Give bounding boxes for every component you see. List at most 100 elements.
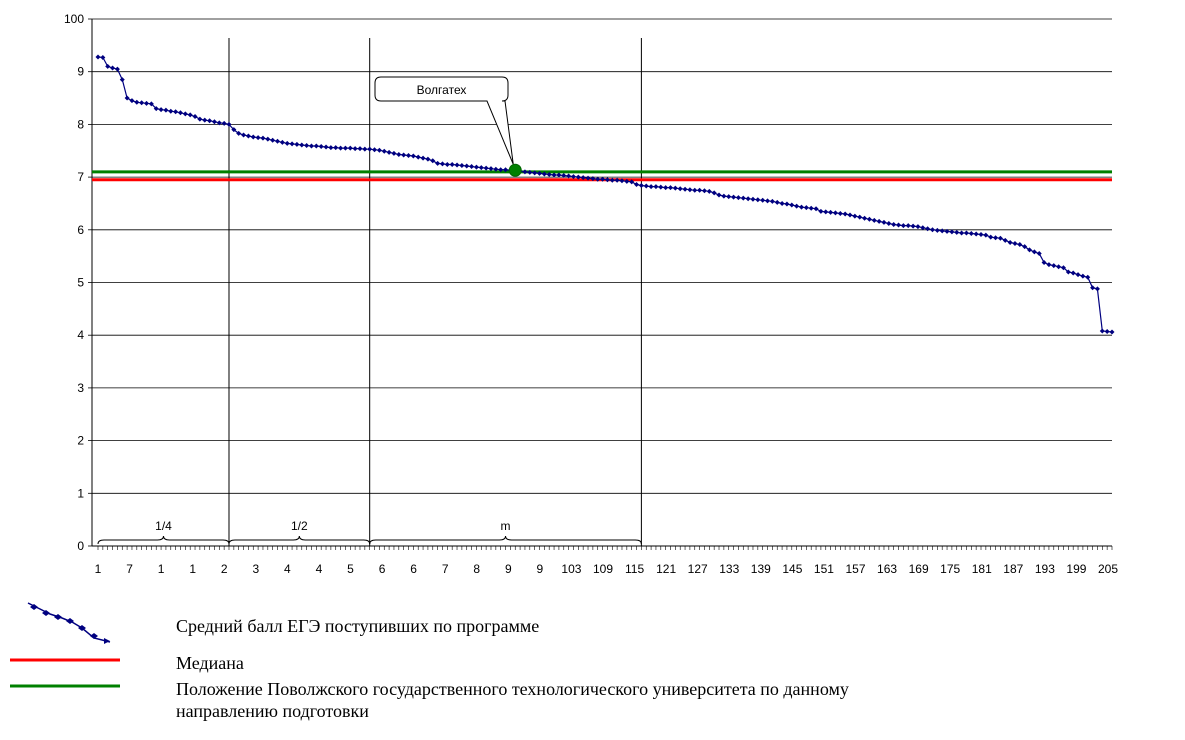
data-point (1002, 237, 1008, 243)
data-point (304, 142, 310, 148)
data-point (391, 150, 397, 156)
callout-label: Волгатех (417, 83, 467, 97)
data-point (653, 184, 659, 190)
x-tick-label: 175 (940, 562, 960, 576)
data-point (478, 165, 484, 171)
data-point (483, 165, 489, 171)
data-point (473, 164, 479, 170)
data-point (755, 197, 761, 203)
y-tick-label: 100 (64, 12, 84, 26)
data-point (862, 215, 868, 221)
x-axis-ticks: 1 7 1 1 2 3 4 4 5 6 6 7 8 9 9 103 109 115 121 127 133 139 145 1… (95, 546, 1118, 576)
x-tick-label: 145 (782, 562, 802, 576)
data-point (289, 141, 295, 147)
x-tick-label: 151 (814, 562, 834, 576)
x-tick-label: 205 (1098, 562, 1118, 576)
data-point (566, 173, 572, 179)
data-point (1022, 244, 1028, 250)
data-point (449, 161, 455, 167)
data-point (832, 210, 838, 216)
data-point (347, 145, 353, 151)
data-point (735, 195, 741, 201)
data-point (638, 183, 644, 189)
data-point (988, 234, 994, 240)
data-point (386, 149, 392, 155)
data-point (163, 107, 169, 113)
data-point (144, 100, 150, 106)
data-point (1094, 286, 1100, 292)
data-point (338, 145, 344, 151)
data-point (250, 134, 256, 140)
data-point (1012, 241, 1018, 247)
data-point (677, 186, 683, 192)
data-point (279, 139, 285, 145)
data-point (871, 217, 877, 223)
data-point (401, 152, 407, 158)
data-point (891, 222, 897, 228)
data-point (1007, 239, 1013, 245)
data-point (760, 197, 766, 203)
data-point (808, 205, 814, 211)
data-point (997, 235, 1003, 241)
data-point (124, 95, 130, 101)
data-point (978, 232, 984, 238)
data-point (197, 116, 203, 122)
data-point (546, 171, 552, 177)
data-point (352, 146, 358, 152)
data-point (265, 136, 271, 142)
data-point (119, 77, 125, 83)
data-point (454, 162, 460, 168)
data-point (207, 118, 213, 124)
y-tick-label: 1 (77, 486, 84, 500)
data-point (823, 209, 829, 215)
y-axis-ticks: 0 1 2 3 4 5 6 7 8 9 100 (64, 12, 92, 553)
y-tick-label: 7 (77, 170, 84, 184)
data-point (774, 199, 780, 205)
data-point (308, 143, 314, 149)
legend-series-label: Средний балл ЕГЭ поступивших по программ… (176, 616, 540, 636)
x-tick-label: 157 (845, 562, 865, 576)
legend-position-label-line1: Положение Поволжского государственного т… (176, 679, 849, 699)
data-point (415, 154, 421, 160)
data-point (740, 195, 746, 201)
data-point (818, 208, 824, 214)
data-point (376, 147, 382, 153)
data-point (993, 235, 999, 241)
data-point (110, 65, 116, 71)
data-point (726, 194, 732, 200)
data-point (672, 185, 678, 191)
data-point (1065, 269, 1071, 275)
data-point (260, 135, 266, 141)
data-point (410, 153, 416, 159)
data-point (769, 198, 775, 204)
data-point (701, 188, 707, 194)
data-point (920, 225, 926, 231)
x-tick-label: 9 (537, 562, 544, 576)
data-point (192, 113, 198, 119)
data-point (556, 172, 562, 178)
data-point (1070, 270, 1076, 276)
brace (228, 535, 371, 545)
data-point (439, 161, 445, 167)
data-point (857, 214, 863, 220)
data-point (323, 144, 329, 150)
data-point (629, 179, 635, 185)
data-point (682, 186, 688, 192)
data-point (842, 211, 848, 217)
brace (369, 535, 642, 545)
data-point (1104, 329, 1110, 335)
data-point (333, 145, 339, 151)
data-point (624, 178, 630, 184)
data-point (876, 218, 882, 224)
x-tick-label: 6 (410, 562, 417, 576)
data-point (828, 209, 834, 215)
x-tick-label: 2 (221, 562, 228, 576)
data-point (153, 106, 159, 112)
data-point (541, 171, 547, 177)
data-point (1109, 329, 1115, 335)
data-point (648, 184, 654, 190)
data-point (527, 169, 533, 175)
data-point (900, 223, 906, 229)
data-point (464, 163, 470, 169)
